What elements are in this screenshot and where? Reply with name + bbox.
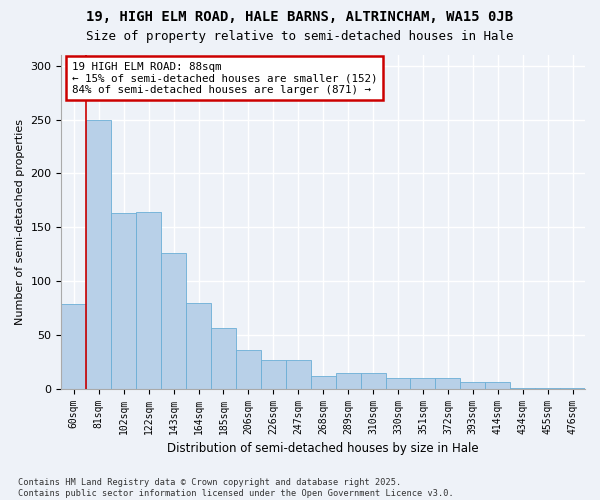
Bar — [86, 120, 111, 388]
Text: Size of property relative to semi-detached houses in Hale: Size of property relative to semi-detach… — [86, 30, 514, 43]
Text: 19, HIGH ELM ROAD, HALE BARNS, ALTRINCHAM, WA15 0JB: 19, HIGH ELM ROAD, HALE BARNS, ALTRINCHA… — [86, 10, 514, 24]
Bar — [136, 212, 161, 388]
X-axis label: Distribution of semi-detached houses by size in Hale: Distribution of semi-detached houses by … — [167, 442, 479, 455]
Bar — [261, 360, 286, 388]
Bar — [286, 360, 311, 388]
Bar — [485, 382, 510, 388]
Bar — [111, 213, 136, 388]
Bar — [186, 302, 211, 388]
Bar — [61, 304, 86, 388]
Bar — [161, 253, 186, 388]
Bar — [211, 328, 236, 388]
Bar — [236, 350, 261, 389]
Bar — [361, 372, 386, 388]
Bar — [335, 372, 361, 388]
Text: Contains HM Land Registry data © Crown copyright and database right 2025.
Contai: Contains HM Land Registry data © Crown c… — [18, 478, 454, 498]
Bar — [311, 376, 335, 388]
Bar — [460, 382, 485, 388]
Bar — [436, 378, 460, 388]
Y-axis label: Number of semi-detached properties: Number of semi-detached properties — [15, 119, 25, 325]
Text: 19 HIGH ELM ROAD: 88sqm
← 15% of semi-detached houses are smaller (152)
84% of s: 19 HIGH ELM ROAD: 88sqm ← 15% of semi-de… — [72, 62, 377, 95]
Bar — [410, 378, 436, 388]
Bar — [386, 378, 410, 388]
